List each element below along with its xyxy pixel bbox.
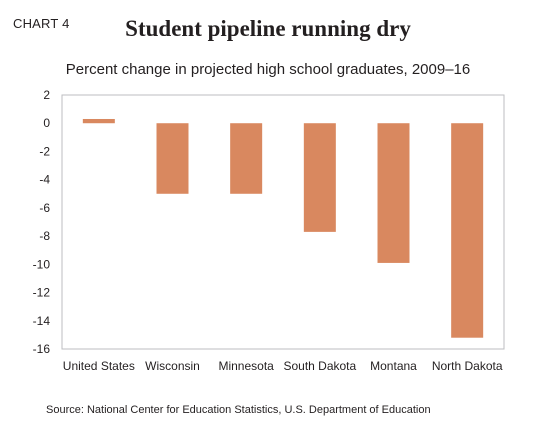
- bar-minnesota: [230, 123, 263, 194]
- x-tick-label: Wisconsin: [145, 359, 200, 373]
- x-tick-label: Minnesota: [218, 359, 274, 373]
- x-tick-label: North Dakota: [432, 359, 503, 373]
- bar-united-states: [82, 118, 115, 124]
- x-tick-label: Montana: [370, 359, 417, 373]
- y-tick-label: -6: [39, 201, 50, 215]
- y-tick-label: -8: [39, 229, 50, 243]
- plot-frame: [61, 94, 505, 350]
- y-tick-label: -12: [33, 286, 51, 300]
- y-tick-label: -10: [33, 257, 51, 271]
- y-tick-label: -4: [39, 173, 50, 187]
- bars: [82, 118, 484, 338]
- y-tick-label: 0: [43, 116, 50, 130]
- x-tick-label: South Dakota: [283, 359, 356, 373]
- bar-north-dakota: [451, 123, 484, 338]
- y-tick-label: -2: [39, 144, 50, 158]
- y-axis-ticks: 2 0 -2 -4 -6 -8 -10 -12 -14 -16: [33, 88, 51, 356]
- chart-subtitle: Percent change in projected high school …: [65, 61, 471, 78]
- bar-montana: [377, 123, 410, 263]
- y-tick-label: -14: [33, 314, 51, 328]
- y-tick-label: -16: [33, 342, 51, 356]
- bar-south-dakota: [303, 123, 336, 232]
- chart-title: Student pipeline running dry: [125, 16, 411, 41]
- x-tick-label: United States: [63, 359, 135, 373]
- source-note: Source: National Center for Education St…: [46, 404, 431, 416]
- chart-label: CHART 4: [13, 16, 70, 31]
- bar-wisconsin: [156, 123, 189, 194]
- y-tick-label: 2: [43, 88, 50, 102]
- x-axis-labels: United States Wisconsin Minnesota South Dak…: [63, 359, 503, 373]
